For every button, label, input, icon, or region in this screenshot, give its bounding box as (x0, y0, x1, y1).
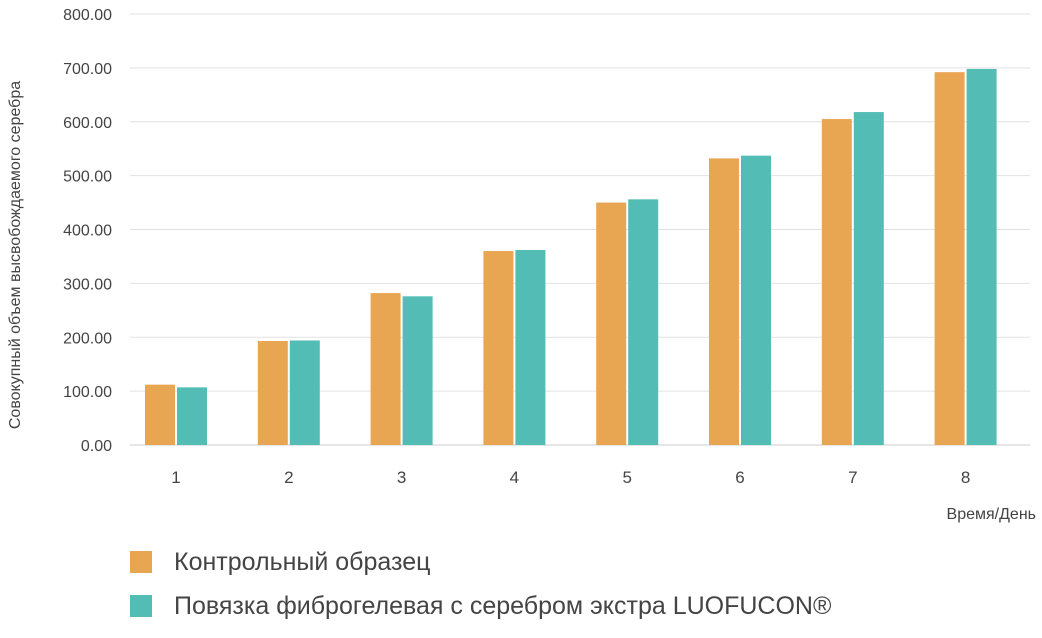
legend: Контрольный образец Повязка фиброгелевая… (130, 540, 831, 628)
y-tick-label: 0.00 (81, 438, 112, 455)
bar-control (934, 72, 965, 445)
legend-label-luofucon: Повязка фиброгелевая с серебром экстра L… (174, 591, 832, 620)
legend-swatch-luofucon (130, 595, 152, 617)
bar-luofucon (515, 249, 546, 445)
bar-luofucon (853, 112, 884, 446)
bar-control (145, 384, 175, 445)
x-tick-label: 1 (171, 468, 180, 487)
y-tick-label: 100.00 (63, 384, 112, 401)
x-tick-label: 7 (848, 468, 857, 487)
legend-label-control: Контрольный образец (174, 547, 431, 576)
x-axis-label: Время/День (946, 506, 1036, 523)
bar-control (821, 119, 852, 446)
y-tick-label: 800.00 (63, 7, 112, 24)
bar-luofucon (628, 199, 659, 445)
y-tick-label: 600.00 (63, 115, 112, 132)
bar-control (709, 158, 739, 445)
y-tick-label: 400.00 (63, 223, 112, 240)
legend-item-control: Контрольный образец (130, 540, 831, 584)
bar-control (370, 293, 401, 445)
x-tick-label: 3 (397, 468, 406, 487)
bar-luofucon (177, 387, 207, 445)
x-tick-label: 6 (735, 468, 744, 487)
x-tick-label: 8 (961, 468, 970, 487)
x-tick-label: 2 (284, 468, 293, 487)
bar-control (596, 202, 627, 445)
bar-luofucon (966, 68, 997, 445)
x-tick-label: 5 (622, 468, 631, 487)
legend-swatch-control (130, 551, 152, 573)
bar-luofucon (289, 340, 320, 445)
bar-luofucon (741, 155, 771, 445)
bar-control (483, 251, 514, 445)
y-tick-label: 200.00 (63, 330, 112, 347)
y-tick-label: 500.00 (63, 169, 112, 186)
y-tick-label: 300.00 (63, 276, 112, 293)
x-tick-label: 4 (510, 468, 519, 487)
legend-item-luofucon: Повязка фиброгелевая с серебром экстра L… (130, 584, 831, 628)
bar-control (257, 341, 288, 445)
y-axis-label: Совокупный объем высвобождаемого серебра (7, 80, 24, 430)
y-tick-label: 700.00 (63, 61, 112, 78)
bar-luofucon (402, 296, 433, 445)
